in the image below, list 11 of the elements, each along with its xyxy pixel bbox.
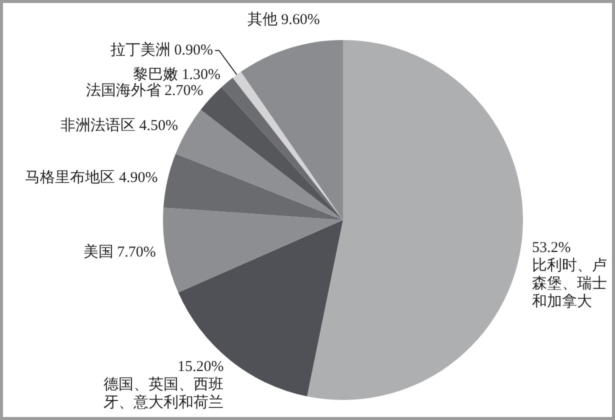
- slice-label: 其他 9.60%: [247, 11, 320, 28]
- slice-label: 德国、英国、西班牙、意大利和荷兰: [104, 376, 224, 411]
- slice-label: 拉丁美洲 0.90%: [110, 41, 214, 58]
- slice-label: 黎巴嫩 1.30%: [133, 66, 221, 83]
- data-label: 53.2%: [532, 240, 571, 256]
- slice-label: 比利时、卢森堡、瑞士和加拿大: [532, 257, 608, 310]
- slice-label: 马格里布地区 4.90%: [25, 168, 158, 186]
- slice-label: 法国海外省 2.70%: [86, 82, 204, 100]
- slice-label: 非洲法语区 4.50%: [60, 116, 178, 134]
- data-label: 15.20%: [177, 359, 224, 375]
- slice-label: 美国 7.70%: [83, 244, 156, 261]
